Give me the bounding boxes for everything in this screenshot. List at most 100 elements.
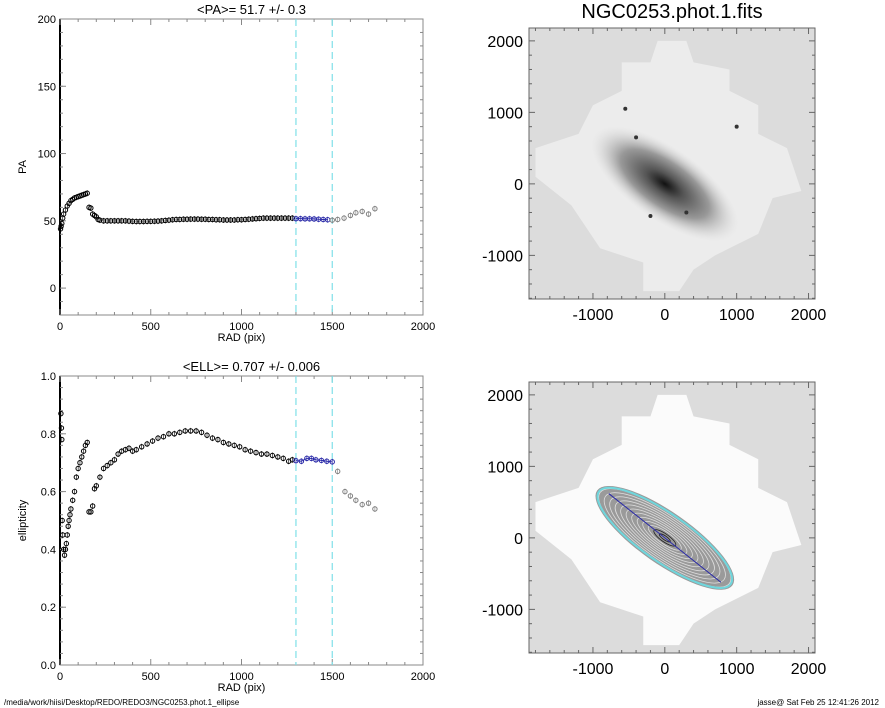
fit-ellipse xyxy=(596,486,734,589)
data-point xyxy=(77,460,83,466)
data-point xyxy=(155,218,161,224)
data-point xyxy=(329,217,335,223)
data-point xyxy=(285,215,292,221)
x-tick-label: 500 xyxy=(142,321,160,333)
data-point xyxy=(177,216,183,223)
data-point xyxy=(151,218,158,224)
image-frame xyxy=(528,381,816,654)
data-point xyxy=(180,216,187,222)
data-point xyxy=(198,216,205,222)
data-point xyxy=(334,468,341,475)
data-point xyxy=(275,454,281,460)
y-tick-label: 0 xyxy=(50,283,56,295)
data-point xyxy=(100,465,107,472)
data-point xyxy=(140,218,147,225)
major-axis-line xyxy=(608,493,722,583)
image-frame xyxy=(528,27,816,300)
data-point xyxy=(144,218,150,225)
data-point xyxy=(198,429,205,436)
data-point xyxy=(64,532,70,538)
data-point xyxy=(57,226,64,232)
data-point xyxy=(133,218,139,225)
star xyxy=(684,210,689,215)
isophote-contour xyxy=(631,512,699,563)
y-tick-label: 0.8 xyxy=(41,429,56,441)
data-point xyxy=(97,474,103,480)
data-point xyxy=(264,451,270,457)
data-point xyxy=(187,216,194,222)
data-point xyxy=(329,459,335,465)
plot-title: <ELL>= 0.707 +/- 0.006 xyxy=(183,359,320,374)
x-tick-label: -1000 xyxy=(572,307,613,324)
data-point xyxy=(342,488,348,495)
x-tick-label: 1000 xyxy=(719,661,755,678)
data-point xyxy=(60,546,67,553)
data-point xyxy=(129,218,136,225)
data-point xyxy=(88,509,94,515)
data-point xyxy=(73,474,80,480)
x-tick-label: 1000 xyxy=(229,671,253,683)
x-tick-label: 0 xyxy=(57,321,63,333)
x-tick-label: 2000 xyxy=(411,321,435,333)
data-point xyxy=(353,497,359,503)
data-point xyxy=(282,215,288,221)
isophote-contour xyxy=(609,496,721,580)
data-point xyxy=(80,448,87,454)
data-point xyxy=(256,215,263,222)
y-tick-label: 2000 xyxy=(487,388,523,405)
data-point xyxy=(246,216,252,222)
data-point xyxy=(162,217,168,224)
data-point xyxy=(138,444,145,450)
isophote-contour xyxy=(603,492,726,584)
galaxy-body xyxy=(591,126,739,242)
data-point xyxy=(115,451,121,457)
image-area xyxy=(529,382,815,653)
data-point xyxy=(58,223,64,229)
galaxy-isophote-model-panel: -1000 0 1000 2000 -1000 0 1000 2000 xyxy=(482,381,827,678)
isophote-contour xyxy=(620,504,710,572)
x-tick-label: 500 xyxy=(142,671,160,683)
x-tick-label: 2000 xyxy=(411,671,435,683)
x-tick-label: 2000 xyxy=(791,661,827,678)
data-point xyxy=(97,217,103,223)
data-point xyxy=(260,215,266,221)
isophote-contour xyxy=(636,516,693,559)
file-path-label: /media/work/hiisi/Desktop/REDO/REDO3/NGC… xyxy=(4,698,240,707)
data-point xyxy=(271,215,277,221)
y-axis-label: ellipticity xyxy=(17,499,29,541)
plot-frame xyxy=(59,18,424,316)
y-tick-label: 1000 xyxy=(487,459,523,476)
data-point xyxy=(372,506,378,512)
data-point xyxy=(133,446,139,453)
data-point xyxy=(372,206,378,212)
data-point xyxy=(63,540,70,547)
y-tick-label: 2000 xyxy=(487,34,523,51)
data-point xyxy=(93,483,100,489)
data-point xyxy=(217,217,223,223)
x-tick-label: 1500 xyxy=(320,321,344,333)
data-point xyxy=(115,218,121,224)
data-point xyxy=(313,457,319,463)
data-point xyxy=(104,462,110,469)
data-point xyxy=(126,445,132,451)
image-title: NGC0253.phot.1.fits xyxy=(581,1,762,23)
data-point xyxy=(68,506,74,512)
data-point xyxy=(253,449,259,456)
isophote-contour xyxy=(642,521,688,555)
data-point xyxy=(88,205,94,211)
data-point xyxy=(149,438,156,444)
data-point xyxy=(238,217,245,223)
data-point xyxy=(119,218,125,224)
data-point xyxy=(280,455,286,462)
data-point xyxy=(182,428,188,434)
x-tick-label: 1500 xyxy=(320,671,344,683)
data-point xyxy=(347,212,354,219)
data-point xyxy=(173,216,179,223)
data-point xyxy=(75,465,81,472)
data-point xyxy=(209,435,216,441)
x-tick-label: 2000 xyxy=(791,307,827,324)
data-point xyxy=(65,523,71,529)
isophote-contour xyxy=(625,508,704,568)
data-point xyxy=(184,216,190,222)
y-tick-label: 100 xyxy=(38,149,56,161)
